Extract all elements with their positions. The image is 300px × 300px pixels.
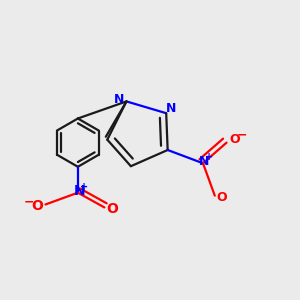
Text: N: N: [165, 102, 176, 115]
Text: O: O: [106, 202, 118, 216]
Text: O: O: [217, 190, 227, 204]
Text: N: N: [74, 184, 85, 198]
Text: O: O: [230, 133, 240, 146]
Text: N: N: [199, 155, 210, 168]
Text: −: −: [24, 195, 34, 208]
Text: −: −: [237, 129, 247, 142]
Text: +: +: [206, 152, 214, 162]
Text: +: +: [80, 182, 88, 192]
Text: O: O: [31, 199, 43, 213]
Text: N: N: [114, 93, 124, 106]
